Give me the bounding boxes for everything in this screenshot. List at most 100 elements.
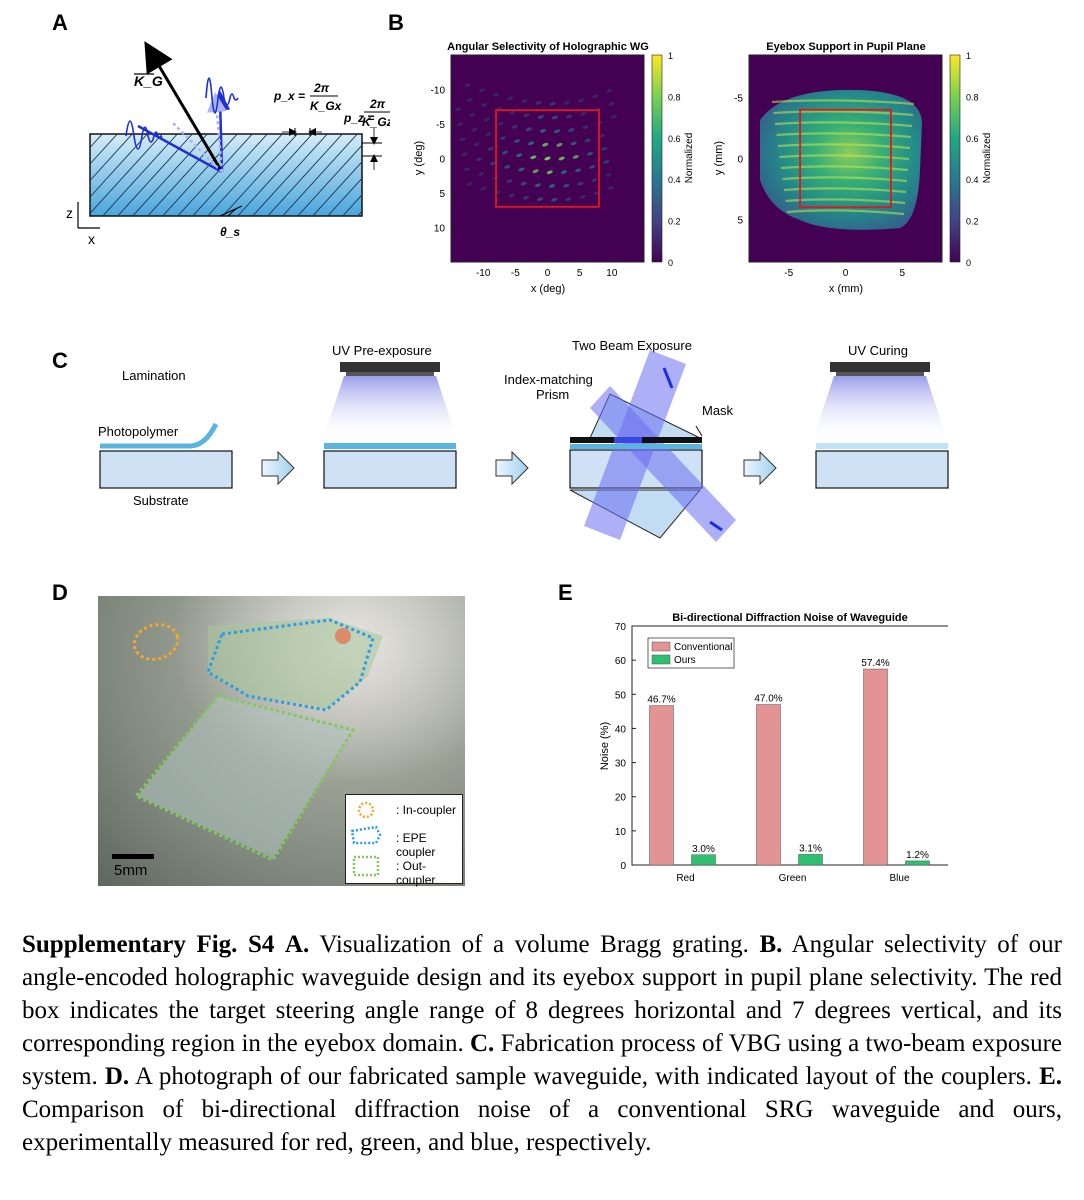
caption-a-text: Visualization of a volume Bragg grating.: [319, 931, 749, 958]
diffraction-spot: [521, 99, 528, 103]
coupler-legend: : In-coupler : EPE coupler : Out-coupler: [345, 794, 463, 887]
caption-d-text: A photograph of our fabricated sample wa…: [134, 1063, 1032, 1090]
diffraction-spot: [516, 153, 523, 158]
diffraction-spot: [582, 125, 589, 130]
caption-e-label: E.: [1039, 1063, 1062, 1090]
process-arrow-3: [743, 450, 777, 486]
beam-2: [590, 386, 736, 542]
diffraction-spot: [464, 83, 471, 88]
colorbar-tick-label: 1: [668, 51, 673, 61]
mask-aperture: [614, 437, 642, 443]
x-axis-label: x: [88, 231, 95, 247]
ytick-label: 50: [615, 690, 627, 701]
panel-letter-c: C: [52, 348, 68, 373]
diffraction-spot: [511, 124, 518, 129]
diffraction-spot: [556, 143, 563, 147]
diffraction-spot: [554, 129, 561, 134]
ours-bar: [691, 854, 716, 866]
in-coupler-legend-icon: [357, 801, 375, 819]
ytick-label: 5: [439, 189, 445, 200]
px-numerator: 2π: [313, 81, 330, 95]
diffraction-spot: [499, 136, 506, 140]
diffraction-spot: [563, 101, 570, 105]
diffraction-spot: [469, 113, 476, 117]
ytick-label: 70: [615, 622, 627, 633]
kg-vector-arrow: [144, 41, 224, 173]
diffraction-spot: [572, 155, 579, 159]
z-axis-label: z: [66, 205, 73, 221]
bar-value-label: 47.0%: [754, 694, 782, 705]
diffraction-spot: [478, 172, 485, 176]
diffraction-spot: [608, 101, 615, 106]
bar-chart-yaxis: 0 10 20 30 40 50 60 70: [615, 622, 636, 872]
diffraction-spot: [580, 112, 587, 116]
diffraction-spot: [577, 181, 584, 186]
diffracted-wave-packet: [205, 77, 239, 114]
kg-label: K_G: [134, 73, 163, 89]
diffraction-spot: [471, 127, 478, 132]
diffraction-spot: [546, 170, 553, 175]
diffraction-spot: [551, 115, 558, 120]
bar-value-label: 3.0%: [692, 844, 715, 855]
mask-label: Mask: [702, 403, 734, 418]
colorbar-tick-label: 0: [966, 258, 971, 268]
heatmap2-colorbar: [949, 54, 961, 263]
diffraction-spot: [565, 197, 572, 202]
diffraction-spot: [473, 142, 480, 147]
incident-wave-packet: [125, 120, 163, 150]
fringe-row: [780, 165, 909, 172]
diffraction-spot: [506, 179, 513, 184]
diffraction-spot: [575, 168, 582, 173]
bar-chart-title: Bi-directional Diffraction Noise of Wave…: [672, 612, 908, 624]
caption-a-label: A.: [284, 931, 310, 958]
diffraction-spot: [461, 152, 468, 157]
caption-c-text: Fabrication process of VBG using a two-b…: [22, 1030, 1062, 1090]
ytick-label: 30: [615, 759, 627, 770]
caption-b-label: B.: [759, 931, 783, 958]
legend-conventional-swatch: [651, 641, 671, 652]
diffraction-spot: [481, 103, 488, 107]
substrate-step1: [99, 450, 233, 489]
ytick-label: 10: [615, 827, 627, 838]
xtick-label: 0: [545, 268, 551, 279]
pz-denominator: K_Gz: [362, 115, 390, 129]
diffraction-spot: [535, 101, 542, 105]
fringe-row: [771, 99, 915, 106]
heatmap2-colorbar-ticks: 1 0.8 0.6 0.4 0.2 0: [966, 51, 979, 268]
colorbar-tick-label: 0: [668, 258, 673, 268]
colorbar-tick-label: 1: [966, 51, 971, 61]
substrate-label: Substrate: [133, 493, 189, 508]
bar-chart-bars: 46.7% 3.0% 47.0% 3.1% 57.4% 1.2%: [647, 658, 930, 866]
xtick-label: -5: [784, 268, 793, 279]
panel-c-fabrication-process: Lamination Photopolymer Substrate UV Pre…: [98, 338, 949, 542]
diffraction-spot: [579, 195, 586, 199]
px-denominator: K_Gx: [310, 99, 343, 113]
heatmap2-axes: -5 0 5 -5 0 5: [734, 94, 905, 279]
lamination-label: Lamination: [122, 368, 186, 383]
panel-letter-e: E: [558, 580, 573, 605]
beam-2-direction-arrow: [709, 520, 723, 532]
photopolymer-label: Photopolymer: [98, 424, 179, 439]
diffraction-spot: [492, 92, 500, 97]
ytick-label: 0: [620, 861, 626, 872]
diffraction-spot: [532, 169, 539, 174]
diffraction-spot: [504, 164, 511, 169]
heatmap2-red-box: [799, 108, 892, 209]
panel-e-bar-chart: Bi-directional Diffraction Noise of Wave…: [599, 612, 948, 884]
diffraction-spot: [563, 183, 570, 188]
colorbar-tick-label: 0.4: [966, 175, 979, 185]
process-arrow-1: [261, 450, 295, 486]
fringe-row: [774, 121, 913, 128]
panel-letter-d: D: [52, 580, 68, 605]
panel-letter-b: B: [388, 10, 404, 35]
conventional-bar: [863, 668, 888, 866]
heatmap1-ylabel: y (deg): [413, 141, 425, 175]
fringe-row: [779, 154, 910, 161]
diffraction-spot: [577, 98, 585, 103]
xtick-label: -10: [476, 268, 491, 279]
legend-ours-swatch: [651, 654, 671, 665]
legend-ours: Ours: [674, 655, 696, 666]
fringe-row: [773, 110, 914, 117]
xtick-label: -5: [511, 268, 520, 279]
ytick-label: -5: [436, 120, 445, 131]
